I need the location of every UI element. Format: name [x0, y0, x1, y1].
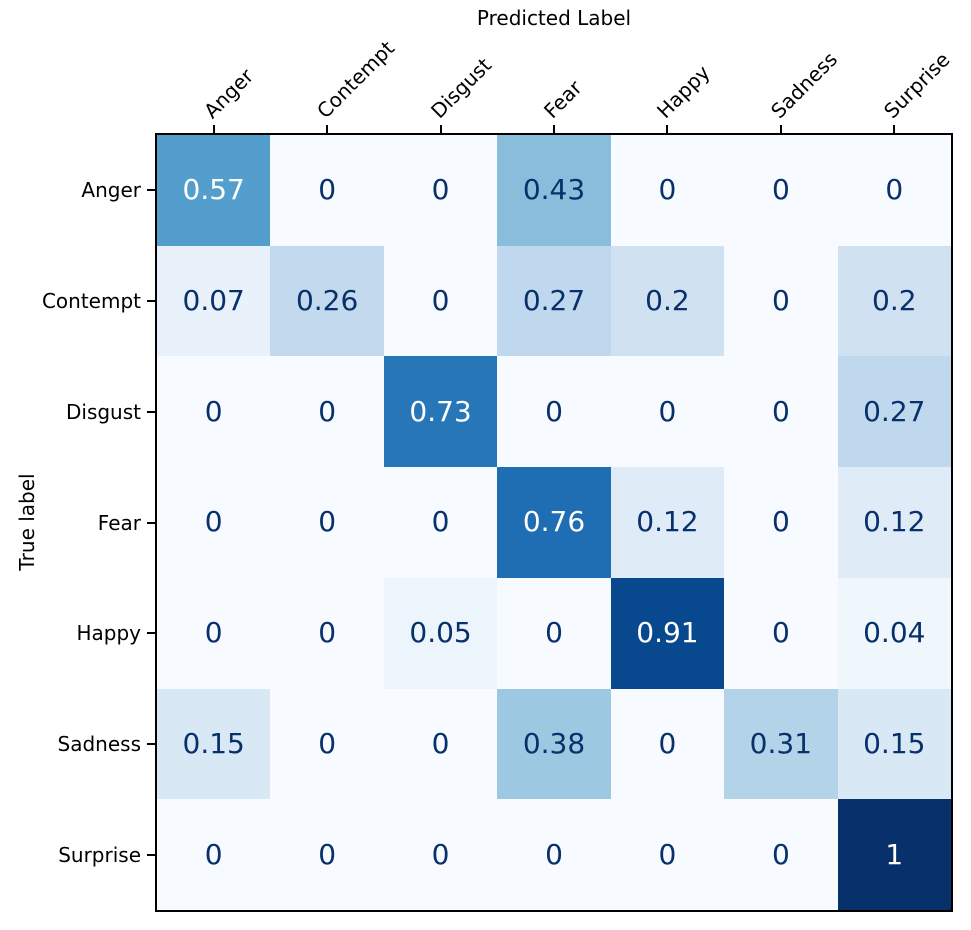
- matrix-cell: 0.07: [157, 245, 271, 357]
- matrix-cell: 0.12: [610, 467, 725, 578]
- x-tick: [553, 125, 555, 133]
- x-axis-title: Predicted Label: [476, 6, 632, 30]
- matrix-cell: 0.43: [497, 135, 611, 246]
- row-label: Fear: [97, 510, 141, 535]
- matrix-cell: 0: [724, 356, 838, 468]
- matrix-cell: 0: [383, 688, 498, 800]
- matrix-cell: 0: [610, 799, 725, 910]
- column-header: Surprise: [879, 47, 955, 123]
- x-tick: [779, 125, 782, 133]
- matrix-cell: 0: [157, 467, 271, 578]
- matrix-cell: 0: [724, 245, 838, 357]
- matrix-cell: 0.73: [383, 356, 498, 468]
- matrix-cell: 0: [497, 799, 611, 910]
- matrix-cell: 0: [497, 356, 611, 468]
- column-header: Sadness: [765, 47, 842, 123]
- matrix-cell: 0: [383, 467, 498, 578]
- matrix-cell: 0: [270, 688, 384, 800]
- x-tick: [326, 125, 329, 133]
- matrix-cell: 0: [383, 799, 498, 910]
- x-tick: [212, 125, 215, 133]
- matrix-cell: 0.12: [837, 467, 951, 578]
- matrix-cell: 0.2: [837, 245, 951, 357]
- row-label: Surprise: [58, 842, 141, 867]
- matrix-cell: 0: [497, 577, 611, 689]
- matrix-cell: 0.27: [497, 245, 611, 357]
- matrix-cell: 0.04: [837, 577, 951, 689]
- y-tick: [147, 300, 155, 303]
- matrix-cell: 0: [724, 467, 838, 578]
- matrix-cell: 0.05: [383, 577, 498, 689]
- matrix-cell: 0: [157, 799, 271, 910]
- matrix-cell: 0: [157, 356, 271, 468]
- matrix-cell: 0.2: [610, 245, 725, 357]
- matrix-cell: 0.76: [497, 467, 611, 578]
- matrix-cell: 0.27: [837, 356, 951, 468]
- matrix-cell: 0: [610, 356, 725, 468]
- matrix-cell: 0: [270, 577, 384, 689]
- matrix-cell: 0: [610, 688, 725, 800]
- heatmap-grid: 0.57 0 0 0.43 0 0 0 0.07 0.26 0 0.27 0.2 0 0.2 0 0 0.73 0…: [155, 133, 953, 912]
- matrix-cell: 0.31: [724, 688, 838, 800]
- matrix-cell: 0.38: [497, 688, 611, 800]
- matrix-cell: 0: [610, 135, 725, 246]
- column-header: Contempt: [312, 35, 400, 123]
- column-header: Fear: [539, 75, 587, 123]
- row-label: Contempt: [41, 289, 141, 314]
- matrix-cell: 0: [270, 467, 384, 578]
- y-tick: [147, 189, 155, 192]
- column-header: Disgust: [425, 52, 496, 123]
- matrix-cell: 0.15: [837, 688, 951, 800]
- row-label: Disgust: [65, 399, 141, 424]
- matrix-cell: 0: [157, 577, 271, 689]
- matrix-cell: 0: [837, 135, 951, 246]
- y-tick: [147, 742, 155, 745]
- matrix-cell: 0.91: [610, 577, 725, 689]
- matrix-cell: 0: [724, 135, 838, 246]
- x-tick: [893, 125, 896, 133]
- matrix-cell: 0.26: [270, 245, 384, 357]
- row-label: Happy: [76, 621, 141, 646]
- y-tick: [147, 853, 155, 856]
- row-label: Anger: [81, 178, 141, 203]
- matrix-cell: 0: [270, 135, 384, 246]
- matrix-cell: 0.57: [157, 135, 271, 246]
- x-tick: [439, 125, 442, 133]
- y-tick: [147, 632, 155, 635]
- matrix-cell: 1: [837, 799, 951, 910]
- matrix-cell: 0: [724, 577, 838, 689]
- matrix-cell: 0: [724, 799, 838, 910]
- row-label: Sadness: [57, 731, 141, 756]
- matrix-cell: 0: [383, 135, 498, 246]
- x-tick: [666, 125, 669, 133]
- y-tick: [147, 521, 155, 524]
- column-header: Happy: [652, 60, 716, 123]
- matrix-cell: 0.15: [157, 688, 271, 800]
- matrix-cell: 0: [270, 356, 384, 468]
- matrix-cell: 0: [383, 245, 498, 357]
- column-header: Anger: [198, 63, 258, 123]
- matrix-cell: 0: [270, 799, 384, 910]
- y-tick: [147, 410, 155, 413]
